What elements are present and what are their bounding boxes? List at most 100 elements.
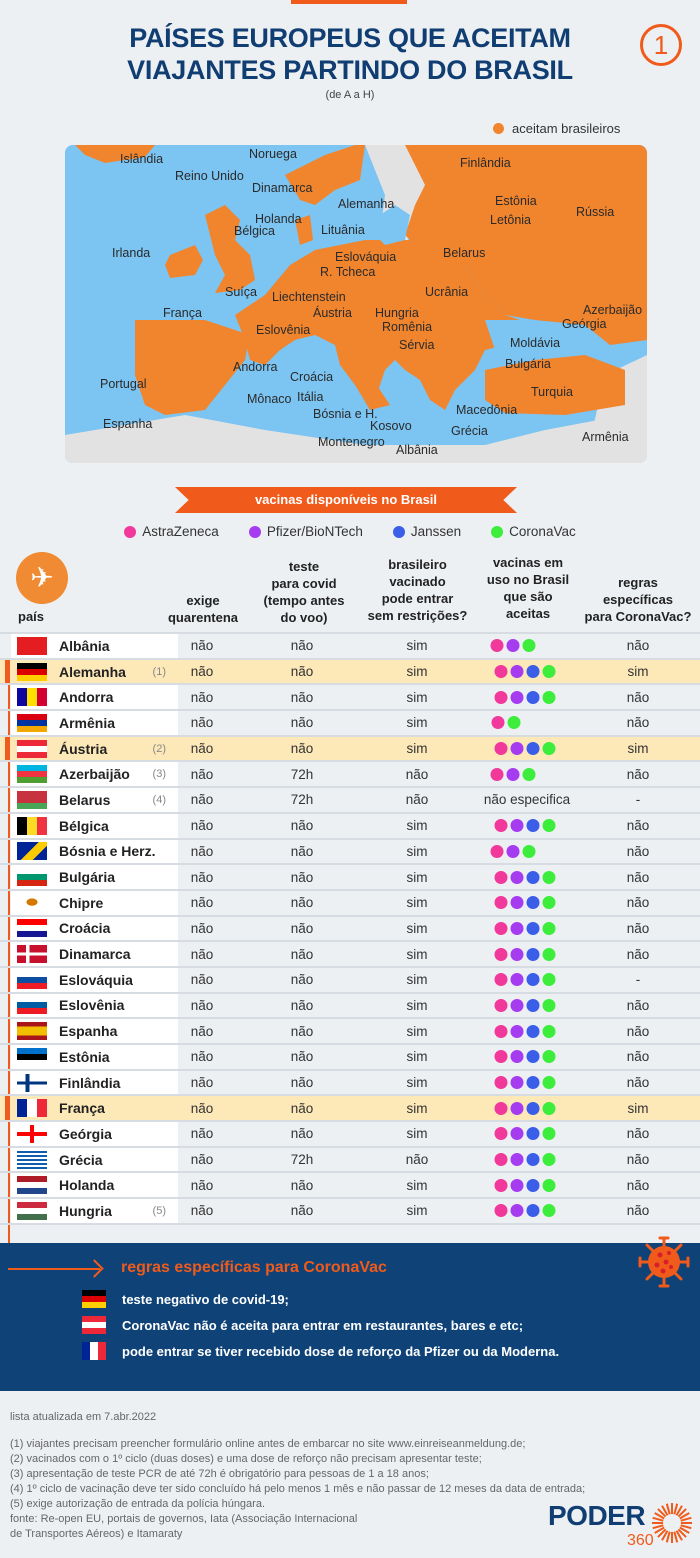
map-label: Eslovênia [256,323,311,337]
spain-flag-icon [17,1022,47,1041]
vaccine-dot-icon [542,1101,556,1115]
vaccine-legend: AstraZeneca Pfizer/BioNTech Janssen Coro… [0,524,700,539]
header-line: pode entrar [381,591,454,606]
vaccine-dot-icon [494,1204,508,1218]
free-entry-value: sim [406,869,428,885]
vaccine-dot-icon [494,1153,508,1167]
country-name: Hungria [59,1202,112,1219]
quarantine-value: não [190,664,214,680]
country-name: Bósnia e Herz. [59,843,156,860]
header-vaccinated: brasileiro vacinado pode entrar sem restriç… [360,556,475,624]
free-entry-value: sim [406,741,428,757]
country-cell: Finlândia [11,1070,178,1095]
country-name: Croácia [59,920,111,937]
coronavac-rule-value: sim [627,741,649,757]
accepted-vaccines [494,870,556,884]
country-name: Áustria [59,740,108,757]
country-name: Bulgária [59,869,116,886]
quarantine-value: não [190,1049,214,1065]
map-label: Finlândia [460,156,511,170]
accepted-vaccines [494,742,556,756]
map-label: Grécia [451,424,488,438]
quarantine-value: não [190,1100,214,1116]
vaccine-dot-icon [494,870,508,884]
vaccine-dot-icon [526,973,540,987]
accepted-vaccines [494,665,556,679]
coronavac-rule-value: não [626,715,650,731]
rule-france: pode entrar se tiver recebido dose de re… [82,1342,559,1360]
vaccines-ribbon: vacinas disponíveis no Brasil [175,487,517,513]
coronavac-rule-value: não [626,818,650,834]
table-row: França não não sim sim [0,1096,700,1123]
vaccine-dot-icon [510,665,524,679]
free-entry-value: sim [406,1177,428,1193]
accepted-vaccines [494,690,556,704]
table-row: Albânia não não sim não [0,634,700,660]
free-entry-value: sim [406,997,428,1013]
legend-coronavac: CoronaVac [491,524,576,539]
map-label: Albânia [396,443,438,457]
accepted-vaccines [494,947,556,961]
poder360-logo: PODER 360 [548,1500,692,1549]
test-value: não [290,895,314,911]
country-cell: Albânia [11,634,178,658]
test-value: não [290,1100,314,1116]
test-value: não [290,818,314,834]
free-entry-value: não [405,792,429,808]
test-value: não [290,664,314,680]
map-legend-label: aceitam brasileiros [512,121,621,136]
country-name: Estônia [59,1048,110,1065]
quarantine-value: não [190,1177,214,1193]
country-cell: Dinamarca [11,942,178,966]
vaccine-dot-icon [526,896,540,910]
azerbaijan-flag-icon [17,765,47,784]
title-line-1: PAÍSES EUROPEUS QUE ACEITAM [129,23,571,53]
free-entry-value: sim [406,818,428,834]
test-value: não [290,1049,314,1065]
map-label: Kosovo [370,419,412,433]
country-name: Eslovênia [59,997,125,1014]
vaccine-dot-icon [542,742,556,756]
coronavac-rule-value: não [626,1075,650,1091]
coronavac-rule-value: não [626,920,650,936]
vaccine-dot-icon [526,742,540,756]
accepted-vaccines [494,1178,556,1192]
map-label: Ucrânia [425,285,469,299]
rule-text: teste negativo de covid-19; [122,1291,289,1307]
slovakia-flag-icon [17,970,47,989]
coronavac-rule-value: não [626,1177,650,1193]
denmark-flag-icon [17,945,47,964]
logo-number: 360 [627,1532,654,1549]
vaccine-dot-icon [526,665,540,679]
coronavac-rule-value: não [626,843,650,859]
coronavac-rule-value: não [626,1049,650,1065]
vaccine-dot-icon [526,1153,540,1167]
legend-pfizer: Pfizer/BioNTech [248,524,363,539]
vaccine-dot-icon [494,690,508,704]
free-entry-value: sim [406,843,428,859]
vaccine-dot-icon [506,767,520,781]
country-name: Bélgica [59,817,109,834]
header-line: vacinas em [492,555,564,570]
accepted-vaccines [494,998,556,1012]
vaccine-dot-icon [490,844,504,858]
croatia-flag-icon [17,919,47,938]
test-value: não [290,715,314,731]
vaccine-dot-icon [542,1178,556,1192]
vaccine-dot-icon [542,870,556,884]
free-entry-value: sim [406,1100,428,1116]
test-value: não [290,1126,314,1142]
vaccine-dot-icon [526,1204,540,1218]
map-legend: aceitam brasileiros [493,121,620,136]
vaccine-dot-icon [494,1050,508,1064]
map-label: Romênia [382,320,433,334]
vaccine-dot-icon [510,1204,524,1218]
footnote: (5) exige autorização de entrada da polí… [10,1498,266,1510]
map-label: Portugal [100,377,147,391]
quarantine-value: não [190,1126,214,1142]
logo-word: PODER [548,1500,646,1531]
vaccine-dot-icon [542,1127,556,1141]
map-label: Itália [297,390,324,404]
country-cell: Azerbaijão (3) [11,762,178,787]
quarantine-value: não [190,972,214,988]
